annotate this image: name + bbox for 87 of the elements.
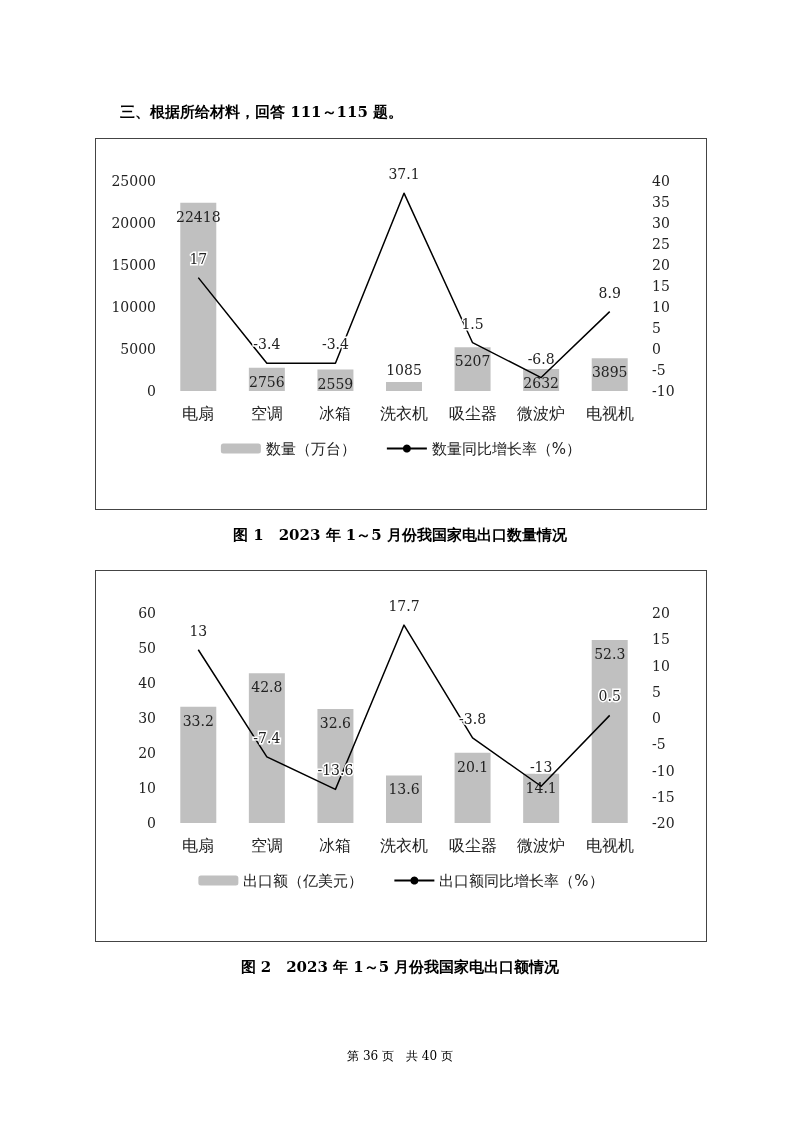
data-label: 13 (189, 622, 208, 639)
y2-tick-label: 25 (652, 236, 670, 252)
x-tick-label: 微波炉 (517, 835, 566, 855)
y2-tick-label: 20 (652, 257, 670, 273)
y-tick-label: 25000 (111, 173, 156, 189)
y2-tick-label: 15 (652, 631, 670, 648)
x-tick-label: 电扇 (182, 835, 215, 855)
data-label: 33.2 (182, 712, 214, 729)
data-label: 5207 (454, 353, 491, 370)
data-label: 3895 (591, 364, 628, 381)
legend-label: 数量同比增长率（%） (431, 439, 582, 458)
data-label: 22418 (176, 208, 221, 225)
data-label: 2559 (317, 375, 354, 392)
y-tick-label: 0 (147, 815, 156, 831)
x-tick-label: 吸尘器 (448, 403, 497, 423)
bar (386, 775, 422, 823)
y-tick-label: 20 (138, 745, 156, 761)
data-label: 1.5 (461, 315, 484, 332)
data-label: -3.4 (253, 336, 281, 353)
y2-tick-label: 10 (652, 299, 670, 315)
bar (180, 706, 217, 823)
x-tick-label: 电视机 (585, 835, 634, 855)
y2-tick-label: -5 (652, 362, 666, 378)
y2-tick-label: -10 (652, 383, 675, 399)
data-label: 8.9 (598, 284, 621, 301)
y2-tick-label: 0 (652, 710, 661, 726)
text: 第 36 页 共 40 页 (346, 1048, 454, 1065)
data-label: 2632 (523, 374, 559, 391)
x-tick-label: 电扇 (182, 403, 215, 423)
x-tick-label: 洗衣机 (380, 835, 428, 855)
data-label: 13.6 (388, 781, 420, 798)
y2-tick-label: -15 (652, 788, 675, 805)
data-label: 20.1 (456, 758, 489, 775)
data-label: -7.4 (253, 729, 281, 746)
text: 图 1 2023 年 1～5 月份我国家电出口数量情况 (232, 526, 568, 545)
x-tick-label: 吸尘器 (448, 835, 497, 855)
y-tick-label: 10 (138, 780, 156, 796)
data-label: 17.7 (388, 598, 420, 615)
legend-label: 出口额（亿美元） (243, 871, 364, 890)
text: 图 2 2023 年 1～5 月份我国家电出口额情况 (239, 958, 561, 977)
y2-tick-label: 20 (652, 605, 670, 621)
data-label: -13 (529, 759, 553, 776)
y2-tick-label: 15 (652, 278, 670, 294)
bar (248, 673, 285, 823)
x-tick-label: 电视机 (585, 403, 634, 423)
data-label: 52.3 (594, 645, 626, 662)
y2-tick-label: -10 (652, 762, 675, 779)
y-tick-label: 50 (138, 640, 156, 656)
data-label: 32.6 (319, 714, 352, 731)
y2-tick-label: 30 (652, 215, 670, 231)
y-tick-label: 40 (138, 675, 156, 691)
y-tick-label: 5000 (120, 341, 156, 357)
bar (523, 773, 560, 823)
data-label: 42.8 (251, 679, 283, 696)
x-tick-label: 冰箱 (319, 835, 352, 855)
data-label: 37.1 (388, 166, 420, 183)
data-label: 2756 (249, 373, 285, 390)
x-tick-label: 冰箱 (319, 403, 352, 423)
y-tick-label: 15000 (111, 257, 156, 273)
x-tick-label: 空调 (250, 403, 283, 423)
x-tick-label: 洗衣机 (380, 403, 428, 423)
y-tick-label: 10000 (111, 299, 156, 315)
bar (386, 381, 422, 391)
y-tick-label: 20000 (111, 215, 156, 231)
text: 三、根据所给材料，回答 111～115 题。 (120, 103, 404, 122)
y2-tick-label: 5 (652, 683, 661, 700)
data-label: -6.8 (527, 350, 555, 367)
legend-label: 数量（万台） (265, 439, 356, 458)
y-tick-label: 0 (147, 383, 156, 399)
x-tick-label: 空调 (250, 835, 283, 855)
y-tick-label: 60 (138, 605, 156, 621)
data-label: 0.5 (598, 688, 621, 705)
y2-tick-label: -5 (652, 736, 666, 753)
y2-tick-label: 40 (652, 173, 670, 189)
y2-tick-label: 35 (652, 194, 670, 210)
y2-tick-label: 0 (652, 341, 661, 357)
data-label: 14.1 (525, 779, 557, 796)
bar (591, 639, 628, 823)
y2-tick-label: -20 (652, 815, 675, 831)
data-label: 17 (189, 250, 208, 267)
legend-label: 出口额同比增长率（%） (439, 871, 604, 890)
x-tick-label: 微波炉 (517, 403, 566, 423)
y-tick-label: 30 (138, 710, 156, 726)
data-label: 1085 (386, 361, 422, 378)
y2-tick-label: 5 (652, 320, 661, 336)
bar (454, 752, 491, 823)
y2-tick-label: 10 (652, 657, 670, 674)
